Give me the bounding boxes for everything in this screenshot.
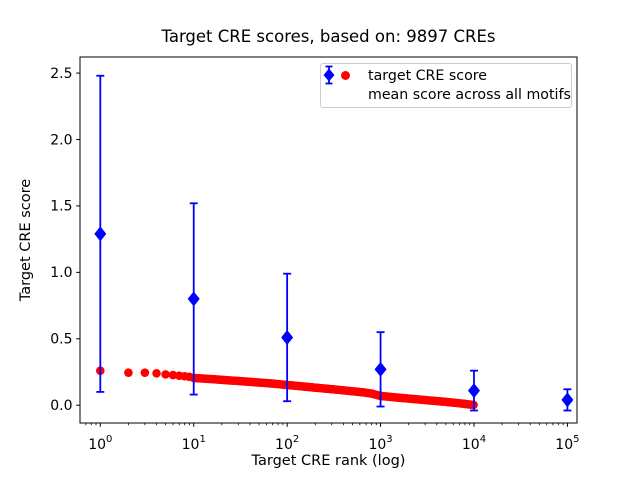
- svg-text:101: 101: [182, 434, 206, 453]
- svg-text:2.5: 2.5: [50, 66, 72, 82]
- legend-label-mean-score: mean score across all motifs: [368, 87, 571, 104]
- svg-text:0.0: 0.0: [50, 398, 72, 414]
- svg-text:1.5: 1.5: [50, 199, 72, 215]
- legend: target CRE score mean score across all m…: [320, 63, 572, 108]
- svg-text:1.0: 1.0: [50, 265, 72, 281]
- svg-text:104: 104: [462, 434, 486, 453]
- y-axis-label: Target CRE score: [18, 178, 34, 302]
- svg-text:0.5: 0.5: [50, 332, 72, 348]
- legend-label-target-score: target CRE score: [368, 67, 488, 84]
- svg-text:2.0: 2.0: [50, 132, 72, 148]
- legend-entry-mean-score: mean score across all motifs: [321, 65, 571, 106]
- svg-text:102: 102: [275, 434, 299, 453]
- svg-text:100: 100: [88, 434, 112, 453]
- x-axis-label: Target CRE rank (log): [251, 453, 406, 469]
- chart-title: Target CRE scores, based on: 9897 CREs: [161, 27, 496, 46]
- red-circle-marker-icon: [332, 71, 358, 81]
- legend-entry-target-score: target CRE score: [321, 66, 571, 86]
- svg-text:103: 103: [368, 434, 392, 453]
- svg-text:105: 105: [555, 434, 579, 453]
